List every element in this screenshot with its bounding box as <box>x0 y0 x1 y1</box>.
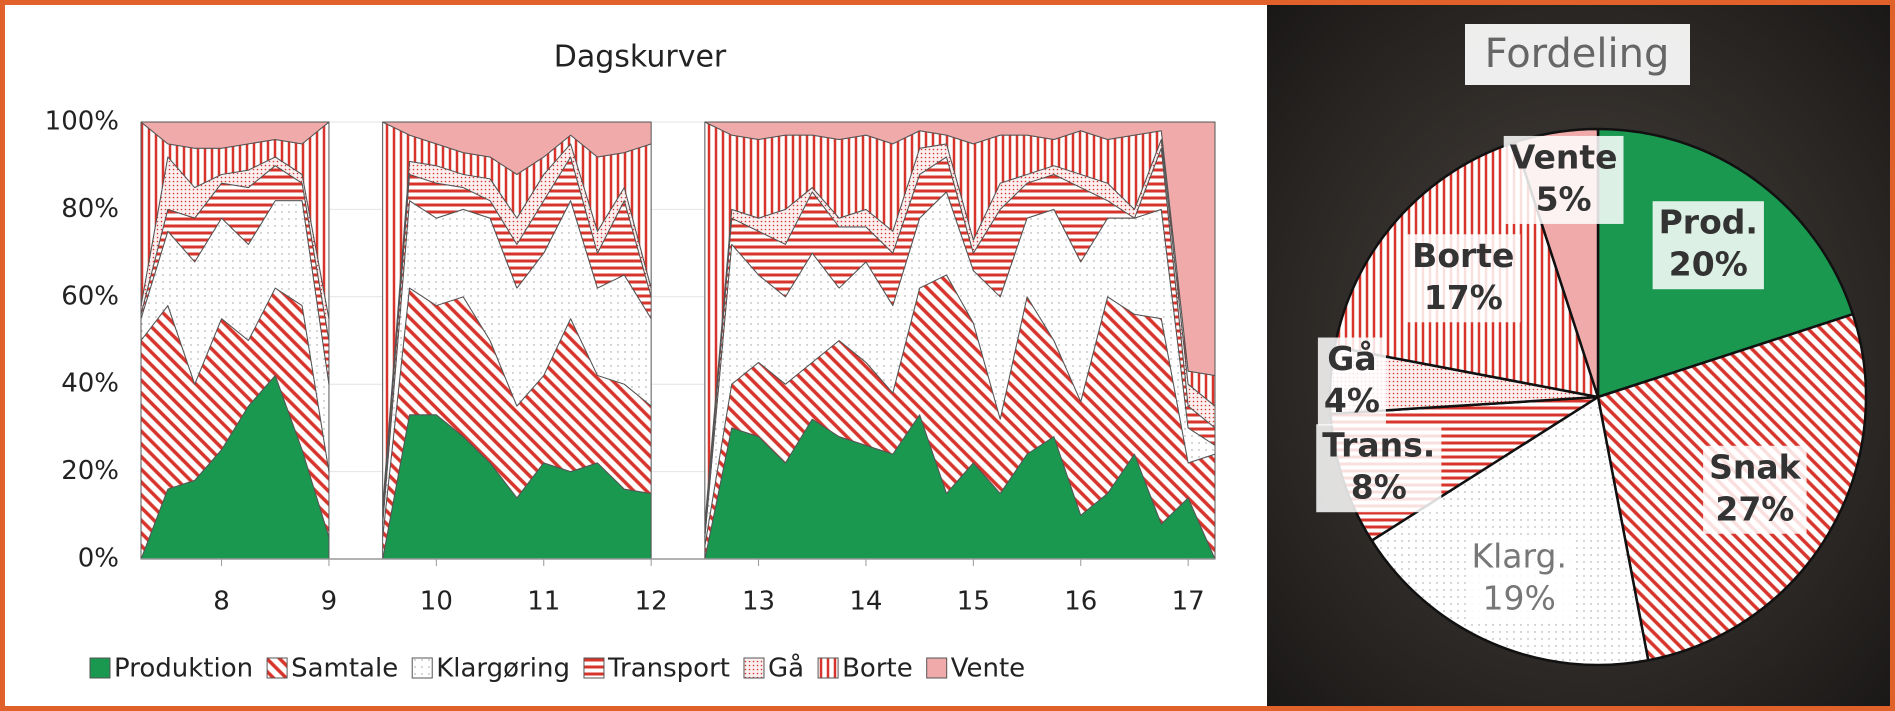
pie-title-box <box>1465 24 1690 85</box>
pie-label: Gå4% <box>1317 337 1386 426</box>
y-tick-label: 0% <box>78 544 119 574</box>
y-tick-label: 40% <box>61 369 119 399</box>
y-tick-label: 60% <box>61 281 119 311</box>
pie-label-box <box>1652 201 1764 290</box>
legend-label: Borte <box>842 654 913 684</box>
pie-category: Gå <box>1327 339 1376 378</box>
pie-label: Klarg.19% <box>1465 535 1573 624</box>
legend-swatch <box>817 657 839 679</box>
legend-swatch <box>411 657 433 679</box>
pie-value: 19% <box>1483 579 1556 618</box>
area <box>140 121 1216 376</box>
x-tick-label: 15 <box>957 587 990 617</box>
pie-label: Trans.8% <box>1316 424 1442 513</box>
x-tick-label: 9 <box>321 587 338 617</box>
legend-swatch <box>266 657 288 679</box>
legend-label: Klargøring <box>436 654 570 684</box>
x-tick-label: 14 <box>849 587 882 617</box>
pie-label-box <box>1465 535 1573 624</box>
pie-label-box <box>1703 445 1807 534</box>
legend-swatch <box>743 657 765 679</box>
x-tick-label: 13 <box>742 587 775 617</box>
legend-swatch <box>89 657 111 679</box>
pie-category: Vente <box>1510 137 1618 176</box>
pie-category: Prod. <box>1659 203 1758 242</box>
pie-label: Prod.20% <box>1652 201 1764 290</box>
pie-value: 4% <box>1324 381 1380 420</box>
x-tick-label: 8 <box>213 587 230 617</box>
chart-title: Dagskurver <box>554 40 727 75</box>
x-tick-label: 11 <box>527 587 560 617</box>
y-tick-label: 80% <box>61 194 119 224</box>
pie-label-box <box>1317 337 1386 426</box>
x-tick-label: 10 <box>420 587 453 617</box>
pie-label-box <box>1406 234 1521 323</box>
legend-swatch <box>583 657 605 679</box>
pie-slice <box>1370 395 1650 667</box>
pie-title: Fordeling <box>1485 31 1670 77</box>
legend-label: Vente <box>951 654 1025 684</box>
pie-category: Trans. <box>1322 426 1435 465</box>
legend-label: Samtale <box>291 654 398 684</box>
pie-label-box <box>1316 424 1442 513</box>
legend-swatch <box>926 657 948 679</box>
pie-category: Klarg. <box>1472 537 1567 576</box>
pie-category: Borte <box>1412 236 1514 275</box>
pie-value: 5% <box>1536 179 1592 218</box>
pie-value: 17% <box>1424 278 1503 317</box>
pie-category: Snak <box>1709 447 1802 486</box>
pie-value: 20% <box>1669 245 1748 284</box>
pie-value: 8% <box>1351 468 1407 507</box>
legend-label: Gå <box>768 653 804 684</box>
legend-label: Transport <box>607 654 730 684</box>
y-tick-label: 100% <box>45 107 119 137</box>
x-tick-label: 12 <box>635 587 668 617</box>
pie-value: 27% <box>1715 489 1794 528</box>
legend-label: Produktion <box>114 654 253 684</box>
x-tick-label: 17 <box>1172 587 1205 617</box>
y-tick-label: 20% <box>61 456 119 486</box>
pie-label-box <box>1503 135 1624 224</box>
x-tick-label: 16 <box>1064 587 1097 617</box>
